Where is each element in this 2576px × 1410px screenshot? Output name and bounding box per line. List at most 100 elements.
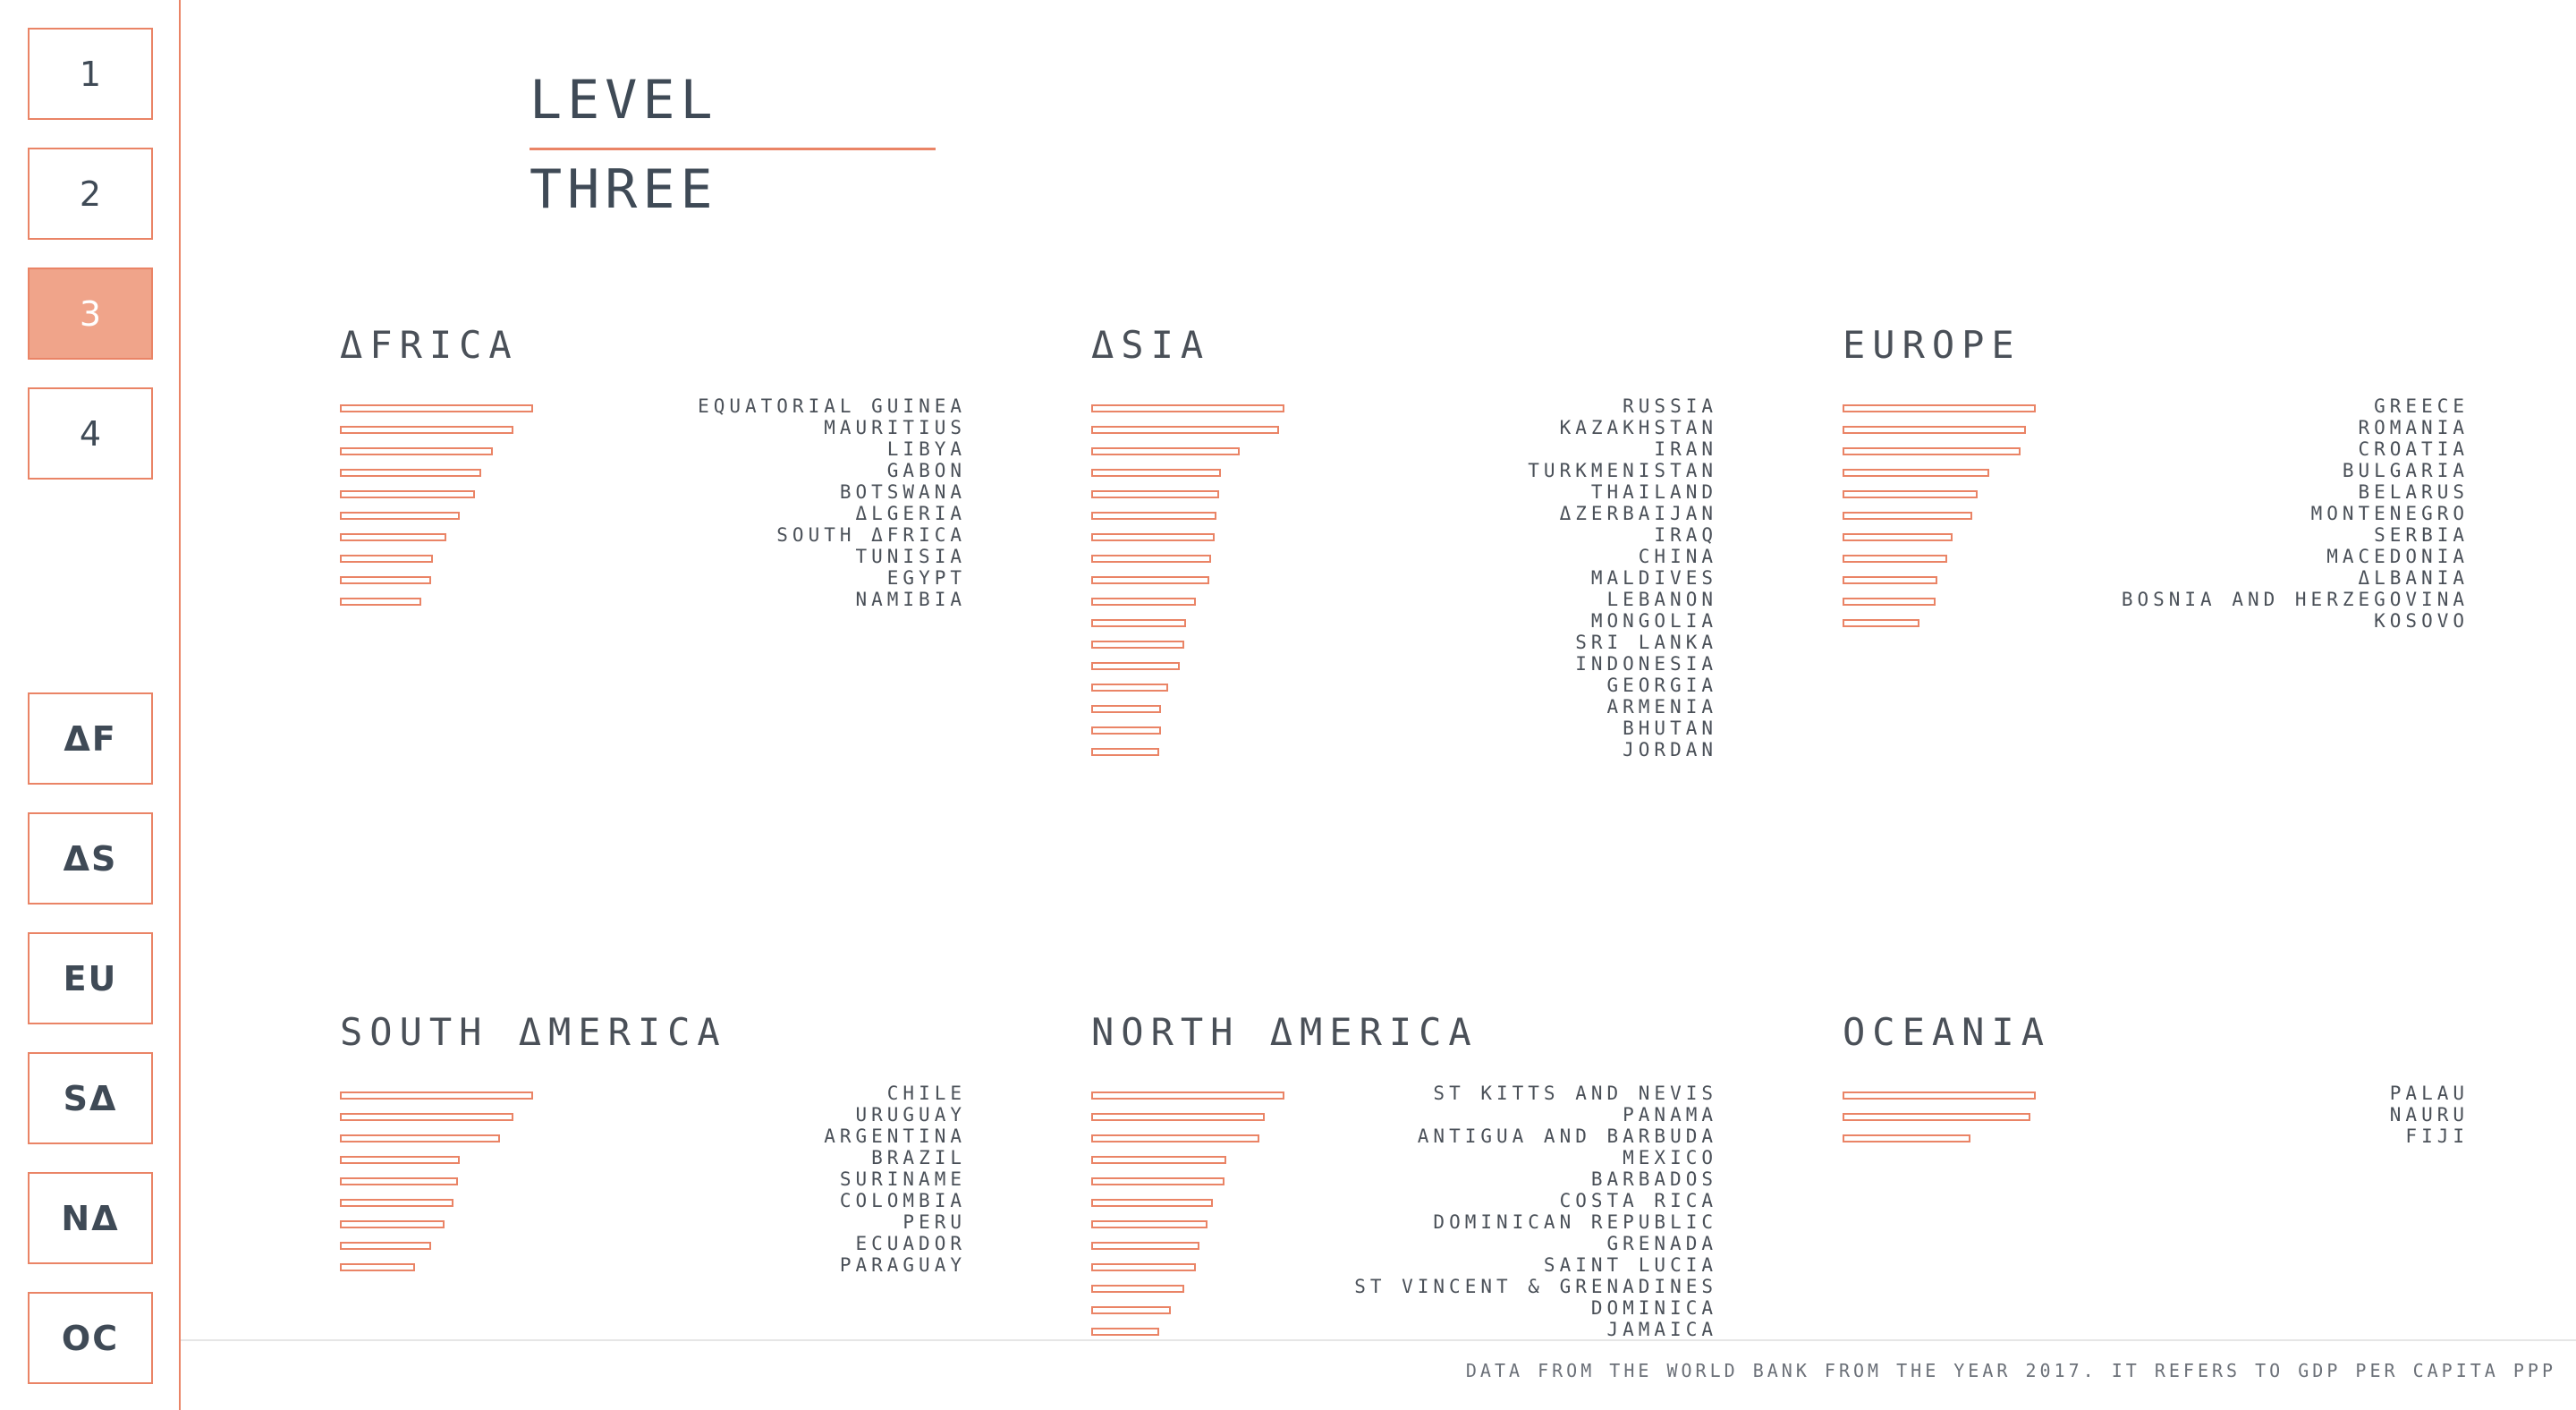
gdp-bar [1091,1328,1159,1336]
country-label: IRAQ [1654,524,1717,546]
country-label: CHILE [886,1083,966,1104]
gdp-bar [1843,1113,2030,1121]
gdp-bar [1091,662,1180,670]
africa-button[interactable]: ΔF [28,692,153,785]
continent-title: NORTH ΔMERICA [1091,1010,1479,1054]
country-label: PERU [902,1211,966,1233]
south-america-button[interactable]: SΔ [28,1052,153,1144]
oceania-button[interactable]: OC [28,1292,153,1384]
country-label: SERBIA [2374,524,2469,546]
gdp-bar [1091,533,1215,541]
gdp-bar [1091,748,1159,756]
gdp-bar [1843,576,1937,584]
asia-button[interactable]: ΔS [28,812,153,905]
gdp-bar [1091,1285,1184,1293]
gdp-bar [1843,426,2026,434]
level-2-button[interactable]: 2 [28,148,153,240]
country-label: NAURU [2389,1104,2469,1125]
gdp-bar [340,426,513,434]
country-label: CROATIA [2358,438,2469,460]
gdp-bar [1843,1134,1970,1142]
gdp-bar [1091,447,1240,455]
country-label: MALDIVES [1590,567,1717,589]
level-1-button[interactable]: 1 [28,28,153,120]
country-label: NAMIBIA [855,589,966,610]
gdp-bar [340,1199,453,1207]
country-label: COLOMBIA [839,1190,966,1211]
gdp-bar [1843,404,2036,412]
gdp-bar [340,1113,513,1121]
country-label: BOTSWANA [839,481,966,503]
gdp-bar [1843,490,1978,498]
country-label: INDONESIA [1575,653,1717,675]
country-label: ROMANIA [2358,417,2469,438]
country-label: MONTENEGRO [2310,503,2469,524]
continent-oceania: OCEANIA PALAU NAURU FIJI [1843,1011,2469,1190]
country-label: PANAMA [1623,1104,1717,1125]
gdp-bar [340,576,431,584]
gdp-bar [1843,1091,2036,1100]
gdp-bar [1843,619,1919,627]
gdp-bar [340,512,460,520]
country-label: MONGOLIA [1590,610,1717,632]
country-label: SRI LANKA [1575,632,1717,653]
country-label: SURINAME [839,1168,966,1190]
gdp-bar [340,469,481,477]
gdp-bar [1843,555,1947,563]
country-label: ECUADOR [855,1233,966,1254]
gdp-bar [340,1134,500,1142]
country-label: DOMINICA [1590,1297,1717,1319]
country-label: THAILAND [1590,481,1717,503]
gdp-bar [1091,576,1209,584]
continent-europe: EUROPE GREECE ROMANIA CROATIA BULGARIA BELAR… [1843,324,2469,682]
level-4-button[interactable]: 4 [28,387,153,480]
level-3-button[interactable]: 3 [28,268,153,360]
country-label: ΔLBANIA [2358,567,2469,589]
gdp-bar [1091,1306,1171,1314]
gdp-bar [340,1177,458,1185]
gdp-bar [1091,726,1161,735]
gdp-bar [1091,512,1216,520]
country-label: JORDAN [1623,739,1717,760]
gdp-bar [340,598,421,606]
north-america-button[interactable]: NΔ [28,1172,153,1264]
country-label: GABON [886,460,966,481]
gdp-bar [1091,490,1219,498]
country-label: DOMINICAN REPUBLIC [1433,1211,1717,1233]
country-label: TURKMENISTAN [1528,460,1717,481]
content-area: LEVEL THREE ΔFRICA EQUATORIAL GUINEA MAUR… [181,0,2576,1338]
continent-asia: ΔSIA RUSSIA KAZAKHSTAN IRAN TURKMENISTAN THA… [1091,324,1717,789]
gdp-bar [1091,1199,1213,1207]
country-label: BOSNIA AND HERZEGOVINA [2121,589,2469,610]
gdp-bar [1091,619,1186,627]
country-label: JAMAICA [1606,1319,1717,1338]
gdp-bar [1091,1156,1226,1164]
gdp-bar [1091,684,1168,692]
europe-button[interactable]: EU [28,932,153,1024]
gdp-bar [1091,1134,1259,1142]
country-label: BULGARIA [2342,460,2469,481]
gdp-bar [1091,1113,1265,1121]
country-label: GRENADA [1606,1233,1717,1254]
country-label: BARBADOS [1590,1168,1717,1190]
gdp-bar [1091,426,1279,434]
continent-title: ΔSIA [1091,323,1211,367]
continent-north-america: NORTH ΔMERICA ST KITTS AND NEVIS PANAMA AN… [1091,1011,1717,1338]
gdp-bar [340,555,433,563]
country-label: ΔZERBAIJAN [1559,503,1717,524]
continent-south-america: SOUTH ΔMERICA CHILE URUGUAY ARGENTINA BRAZI… [340,1011,966,1333]
gdp-bar [1843,598,1936,606]
gdp-bar [1843,469,1989,477]
gdp-bar [1091,1220,1208,1228]
footer-note: DATA FROM THE WORLD BANK FROM THE YEAR 2… [1465,1360,2556,1381]
country-label: KOSOVO [2374,610,2469,632]
country-label: ARGENTINA [824,1125,966,1147]
gdp-bar [340,533,446,541]
country-label: SAINT LUCIA [1543,1254,1717,1276]
country-label: PALAU [2389,1083,2469,1104]
continent-title: SOUTH ΔMERICA [340,1010,727,1054]
page-title: LEVEL THREE [530,55,936,221]
country-label: PARAGUAY [839,1254,966,1276]
country-label: ANTIGUA AND BARBUDA [1417,1125,1717,1147]
gdp-bar [340,447,493,455]
